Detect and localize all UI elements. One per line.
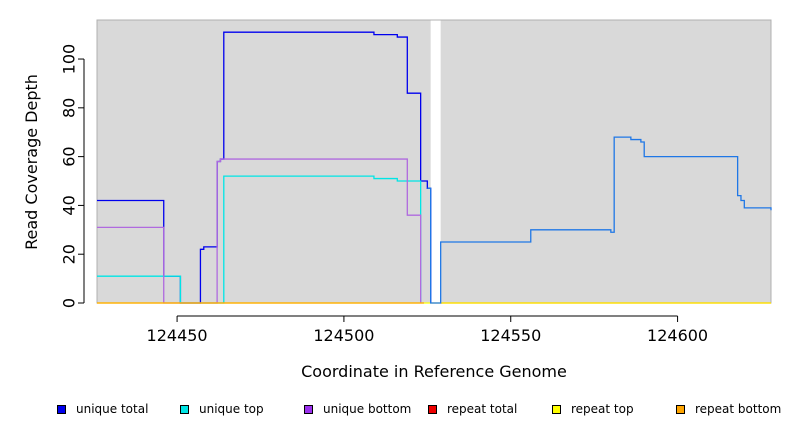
y-axis-title: Read Coverage Depth xyxy=(22,74,41,250)
legend-label: unique top xyxy=(199,402,264,416)
x-axis-title: Coordinate in Reference Genome xyxy=(301,362,567,381)
series-line-unique-bottom xyxy=(97,158,422,304)
legend-swatch xyxy=(552,404,561,414)
series-layer xyxy=(97,31,772,304)
legend-swatch xyxy=(428,404,437,414)
legend-item-unique-bottom: unique bottom xyxy=(304,400,411,418)
legend-swatch xyxy=(57,404,66,414)
legend-swatch xyxy=(676,404,685,414)
legend-swatch xyxy=(304,404,313,414)
legend-label: unique bottom xyxy=(323,402,412,416)
legend-item-repeat-total: repeat total xyxy=(428,400,517,418)
x-tick-label: 124500 xyxy=(313,326,374,345)
y-tick-label: 0 xyxy=(60,298,79,308)
legend-label: repeat total xyxy=(447,402,518,416)
series-line-unique-top xyxy=(97,175,422,304)
y-tick-label: 40 xyxy=(60,195,79,215)
legend-item-repeat-bottom: repeat bottom xyxy=(676,400,781,418)
legend-item-unique-top: unique top xyxy=(180,400,264,418)
legend-item-repeat-top: repeat top xyxy=(552,400,634,418)
legend-item-unique-total: unique total xyxy=(57,400,148,418)
y-tick-label: 80 xyxy=(60,98,79,118)
axes: 0 20 40 60 80 100 124450 124500 124550 124600 xyxy=(60,44,709,345)
legend-label: repeat top xyxy=(571,402,634,416)
y-tick-label: 60 xyxy=(60,146,79,166)
series-line-segment-6 xyxy=(427,136,772,304)
legend: unique total unique top unique bottom repea… xyxy=(0,400,792,420)
legend-label: repeat bottom xyxy=(695,402,782,416)
gap-region xyxy=(430,20,441,303)
plot-area xyxy=(96,19,772,304)
x-tick-label: 124450 xyxy=(147,326,208,345)
legend-label: unique total xyxy=(76,402,149,416)
y-tick-label: 20 xyxy=(60,244,79,264)
legend-swatch xyxy=(180,404,189,414)
y-tick-label: 100 xyxy=(60,44,79,75)
x-tick-label: 124600 xyxy=(647,326,708,345)
x-tick-label: 124550 xyxy=(480,326,541,345)
